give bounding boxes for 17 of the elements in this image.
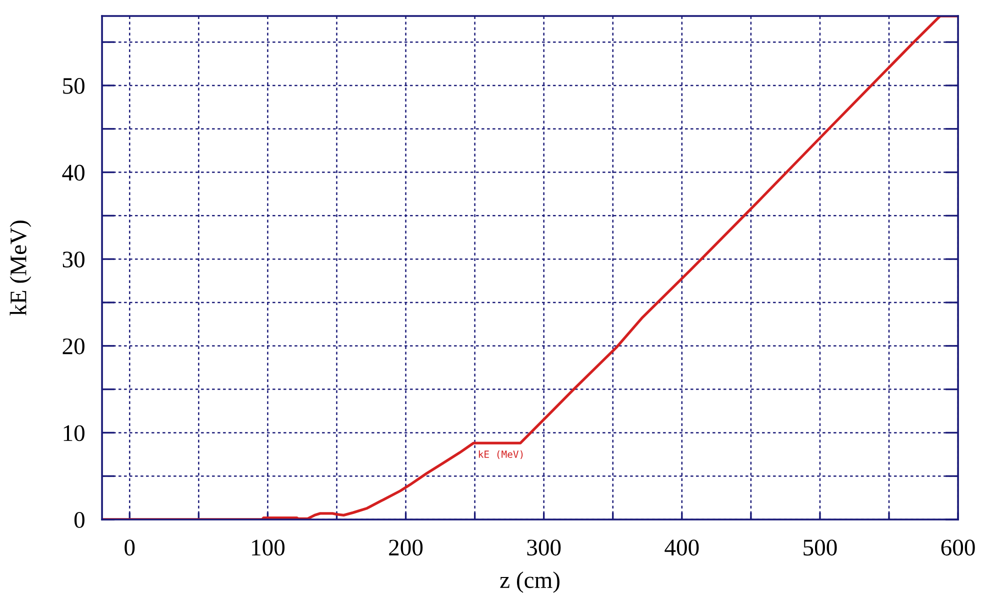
y-tick-label: 30: [62, 252, 84, 268]
y-tick-label: 20: [62, 338, 84, 354]
x-tick-label: 600: [941, 540, 975, 556]
y-axis-title: kE (MeV): [10, 220, 32, 316]
x-tick-label: 0: [124, 540, 135, 556]
x-tick-label: 300: [527, 540, 561, 556]
x-tick-label: 400: [664, 540, 699, 556]
y-tick-label: 50: [63, 78, 84, 94]
y-tick-label: 0: [74, 512, 84, 528]
line-series: [102, 16, 958, 520]
x-axis-title: z (cm): [500, 571, 560, 593]
x-tick-label: 100: [252, 540, 285, 556]
y-tick-label: 10: [64, 425, 84, 442]
x-tick-label: 500: [804, 540, 837, 556]
y-tick-label: 40: [62, 164, 84, 181]
series-label: kE (MeV): [478, 450, 523, 460]
x-tick-label: 200: [389, 540, 423, 556]
